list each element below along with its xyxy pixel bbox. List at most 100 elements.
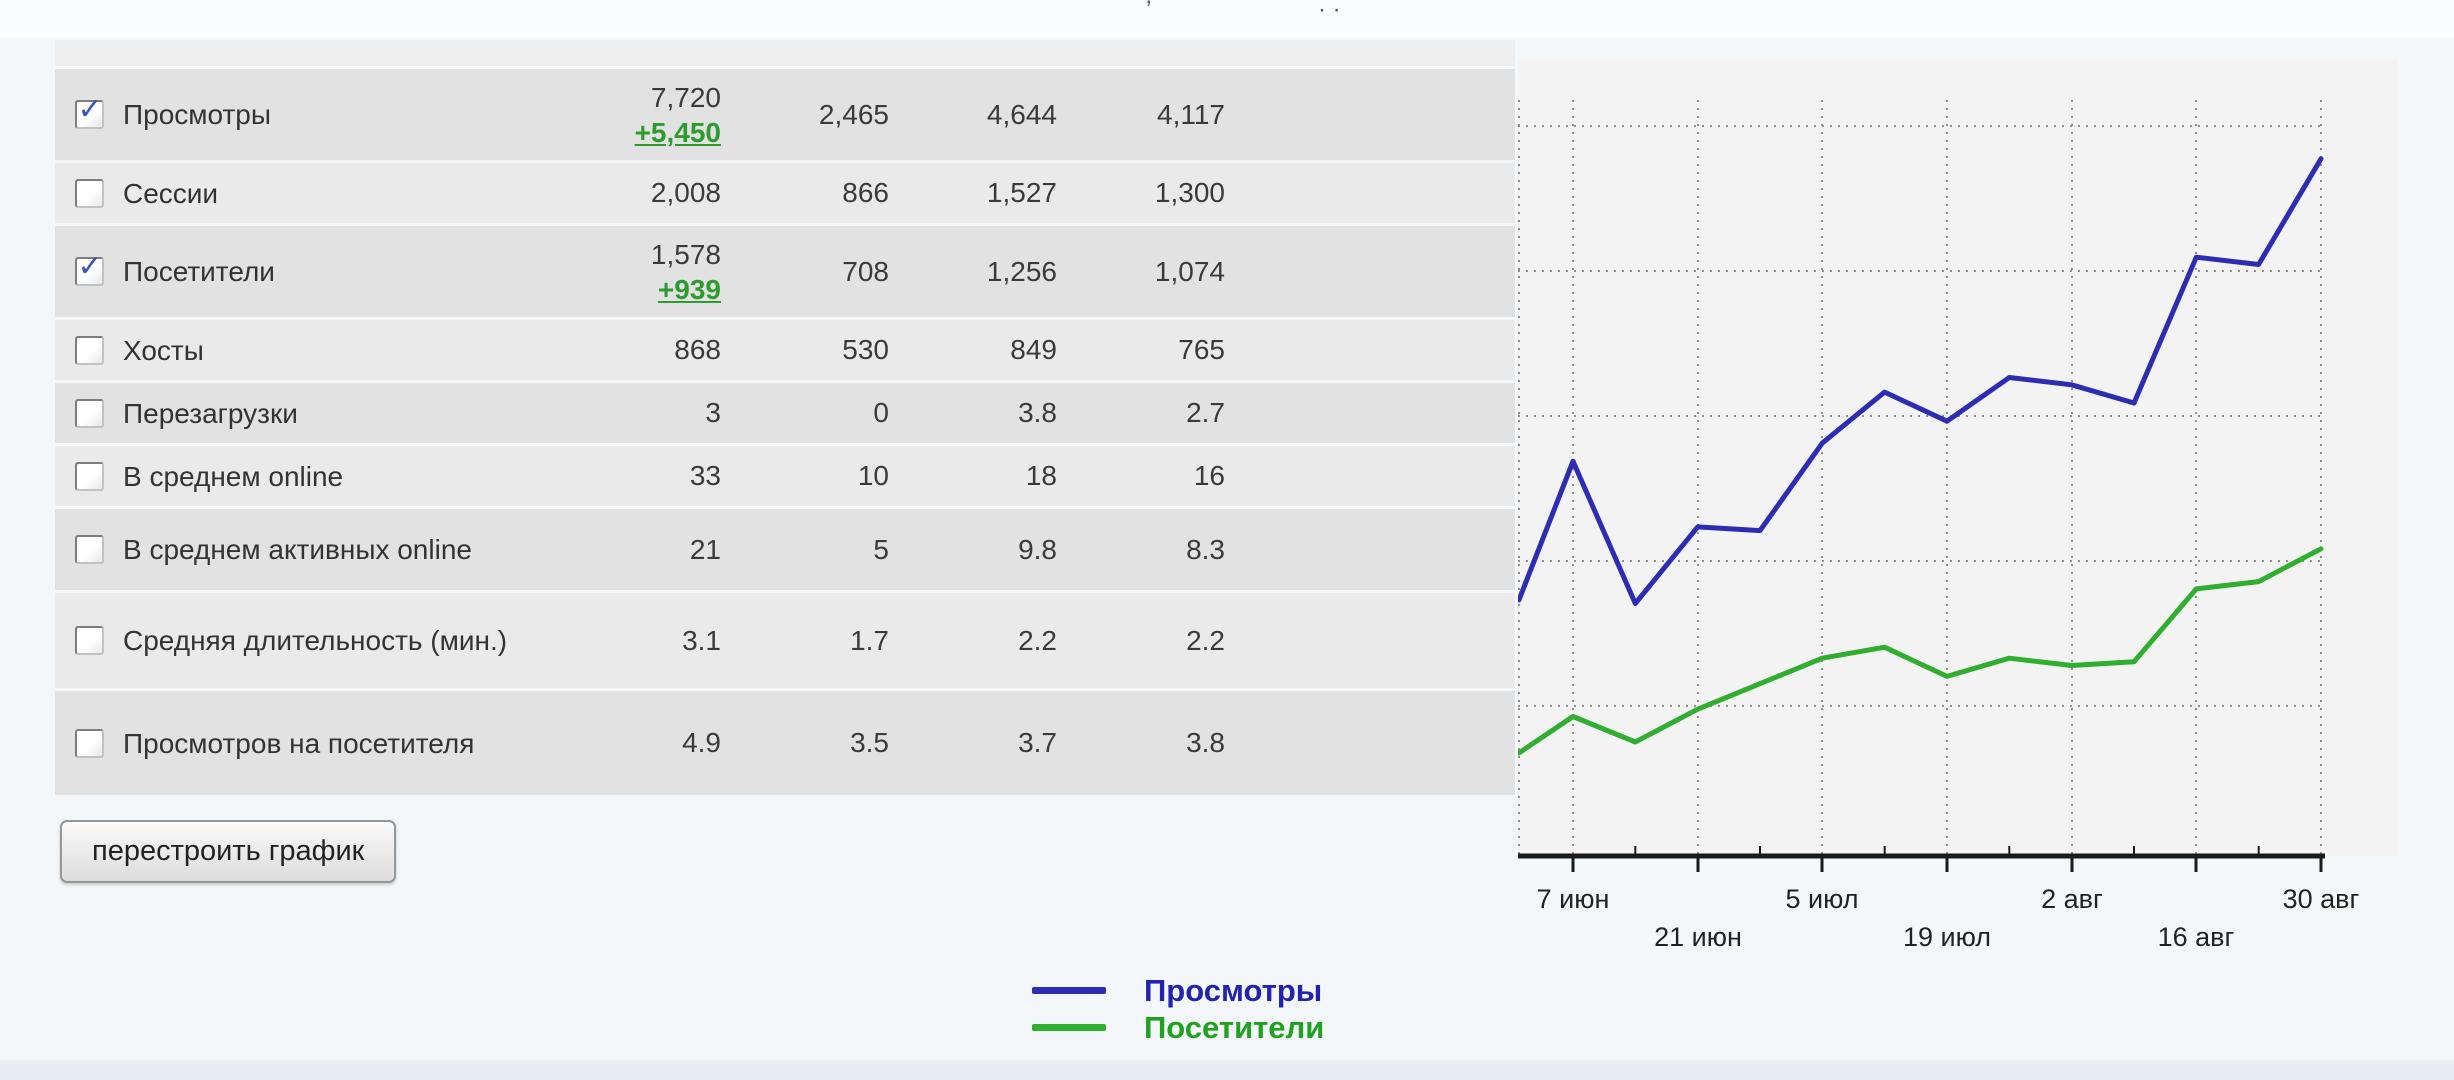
table-row: Средняя длительность (мин.) 3.1 1.7 2.2 2.2	[55, 593, 1515, 691]
table-row: ✓ Посетители 1,578 +939 708 1,256 1,074	[55, 226, 1515, 320]
row-label: Хосты	[123, 334, 204, 366]
value-cell: 33	[689, 460, 721, 491]
table-row: ✓ Просмотры 7,720 +5,450 2,465 4,644 4,117	[55, 69, 1515, 163]
value-cell: 3.8	[1186, 727, 1225, 758]
checkbox-cell: ✓	[55, 95, 123, 129]
value-cell: 3	[705, 397, 721, 428]
check-icon: ✓	[77, 93, 103, 126]
value-cell: 18	[1025, 460, 1057, 491]
metrics-table-rows: ✓ Просмотры 7,720 +5,450 2,465 4,644 4,117 Сесс…	[55, 69, 1515, 798]
value-cell: 4.9	[682, 727, 721, 758]
value-cell: 2,465	[818, 98, 889, 130]
row-label: В среднем online	[123, 460, 344, 492]
row-label: Просмотры	[123, 99, 271, 130]
x-tick-label: 21 июн	[1654, 922, 1742, 952]
x-tick-label: 7 июн	[1536, 884, 1610, 914]
chart-canvas	[1518, 100, 2325, 872]
metric-checkbox-checked[interactable]: ✓	[74, 95, 104, 129]
value-cell: 1,527	[986, 177, 1057, 208]
delta-link[interactable]: +939	[657, 273, 721, 305]
legend-label-visitors: Посетители	[1144, 1009, 1325, 1045]
value-cell: 3.8	[1018, 397, 1057, 428]
series-line	[1518, 156, 2324, 606]
metric-checkbox-checked[interactable]: ✓	[74, 252, 104, 286]
x-tick-label: 2 авг	[2041, 884, 2103, 914]
x-tick-label: 16 авг	[2157, 922, 2235, 952]
legend-item-visitors: Посетители	[1032, 1009, 1324, 1046]
metric-checkbox[interactable]	[74, 728, 104, 758]
value-cell: 1,256	[986, 255, 1057, 287]
checkbox-cell	[55, 178, 123, 208]
row-label: Сессии	[123, 177, 219, 209]
clipped-header-text: ’	[1146, 0, 1152, 18]
checkbox-cell: ✓	[55, 252, 123, 286]
rebuild-chart-button[interactable]: перестроить график	[60, 820, 397, 883]
value-cell: 849	[1010, 334, 1057, 365]
value-cell: 2,008	[650, 177, 721, 208]
value-total: 1,578	[650, 238, 721, 270]
checkbox-cell	[55, 728, 123, 758]
value-cell: 5	[873, 533, 889, 565]
metrics-table: ✓ Просмотры 7,720 +5,450 2,465 4,644 4,117 Сесс…	[55, 40, 1515, 798]
metric-checkbox[interactable]	[74, 335, 104, 365]
value-cell: 1,074	[1154, 255, 1225, 287]
metric-checkbox[interactable]	[74, 535, 104, 564]
page-top-band	[0, 0, 2454, 38]
value-cell: 866	[842, 177, 889, 208]
x-tick-label: 30 авг	[2282, 884, 2360, 914]
metric-checkbox[interactable]	[74, 178, 104, 208]
value-cell: 4,117	[1157, 98, 1225, 130]
table-row: В среднем online 33 10 18 16	[55, 446, 1515, 509]
value-cell: 8.3	[1186, 533, 1225, 565]
table-row: Просмотров на посетителя 4.9 3.5 3.7 3.8	[55, 691, 1515, 798]
value-cell: 765	[1178, 334, 1225, 365]
metric-checkbox[interactable]	[74, 626, 104, 655]
value-cell: 868	[674, 334, 721, 365]
value-cell: 530	[842, 334, 889, 365]
checkbox-cell	[55, 535, 123, 564]
row-label: В среднем активных online	[123, 534, 472, 565]
series-line	[1518, 546, 2324, 756]
value-cell: 2.2	[1186, 624, 1225, 656]
traffic-chart: 7 июн 21 июн 5 июл 19 июл 2 авг 16 авг 30 авг	[1518, 60, 2398, 990]
metric-checkbox[interactable]	[74, 398, 104, 428]
page-footer-band	[0, 1060, 2454, 1080]
checkbox-cell	[55, 626, 123, 655]
delta-link[interactable]: +5,450	[634, 116, 721, 148]
table-row: Сессии 2,008 866 1,527 1,300	[55, 163, 1515, 226]
legend-item-views: Просмотры	[1032, 972, 1324, 1009]
table-row: Перезагрузки 3 0 3.8 2.7	[55, 383, 1515, 446]
checkbox-cell	[55, 335, 123, 365]
row-label: Просмотров на посетителя	[123, 727, 475, 759]
table-header	[55, 40, 1515, 69]
plot-area	[1518, 60, 2398, 856]
row-label: Средняя длительность (мин.)	[123, 625, 508, 656]
table-row: Хосты 868 530 849 765	[55, 320, 1515, 383]
legend-label-views: Просмотры	[1144, 972, 1323, 1008]
value-cell: 2.2	[1018, 624, 1057, 656]
value-total: 7,720	[650, 81, 721, 113]
metric-checkbox[interactable]	[74, 461, 104, 491]
value-cell: 3.1	[682, 624, 721, 656]
row-label: Посетители	[123, 256, 275, 287]
chart-legend: Просмотры Посетители	[1032, 972, 1324, 1046]
value-cell: 3.7	[1018, 727, 1057, 758]
row-label: Перезагрузки	[123, 397, 298, 429]
value-cell: 1.7	[850, 624, 889, 656]
table-row: В среднем активных online 21 5 9.8 8.3	[55, 509, 1515, 593]
value-cell: 9.8	[1018, 533, 1057, 565]
value-cell: 1,300	[1154, 177, 1225, 208]
value-cell: 2.7	[1186, 397, 1225, 428]
value-cell: 0	[873, 397, 889, 428]
value-cell: 708	[842, 255, 889, 287]
x-tick-label: 19 июл	[1902, 922, 1992, 952]
checkbox-cell	[55, 461, 123, 491]
value-cell: 3.5	[850, 727, 889, 758]
check-icon: ✓	[77, 250, 103, 283]
views-line-swatch	[1032, 987, 1106, 994]
value-cell: 10	[857, 460, 889, 491]
x-tick-label: 5 июл	[1785, 884, 1859, 914]
value-cell: 7,720 +5,450	[553, 80, 721, 150]
value-cell: 16	[1193, 460, 1225, 491]
value-cell: 21	[689, 533, 721, 565]
